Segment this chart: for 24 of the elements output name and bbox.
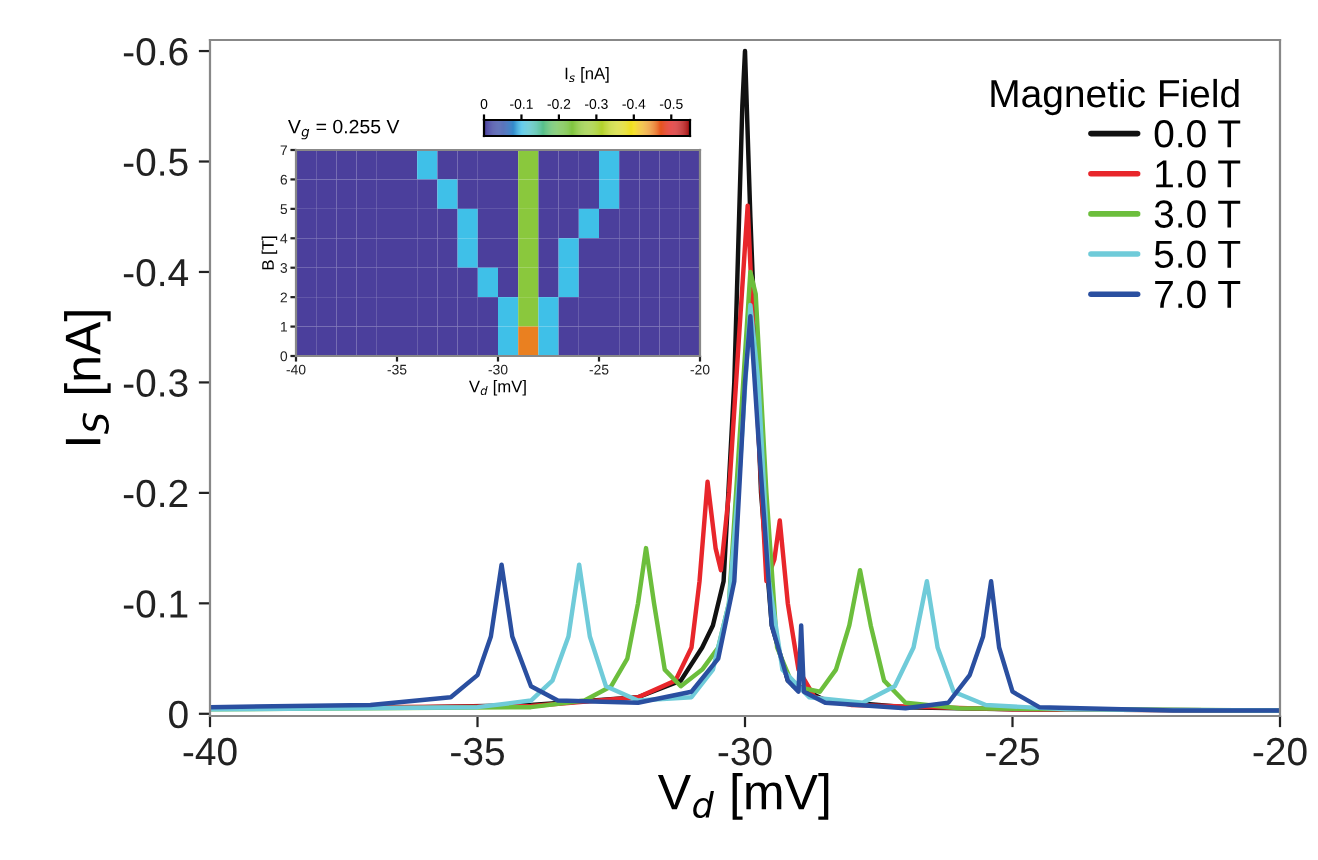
legend-label: 0.0 T bbox=[1154, 120, 1241, 148]
legend-label: 5.0 T bbox=[1154, 240, 1241, 269]
y-tick-label: -0.1 bbox=[123, 590, 188, 618]
x-tick-label: -25 bbox=[986, 737, 1039, 766]
color-bar-title: I$_{s}$ [nA] bbox=[565, 67, 609, 83]
y-tick-label: 0 bbox=[169, 700, 188, 729]
chart-title: V$_{g}$ = 0.255 V bbox=[288, 119, 400, 140]
y-tick-label: -0.2 bbox=[123, 479, 188, 508]
x-axis-title: V$_{d}$ [mV] bbox=[468, 380, 526, 396]
legend-label: 7.0 T bbox=[1155, 280, 1241, 309]
y-axis-title: I$_{S}$ [nA] bbox=[64, 311, 111, 444]
y-axis-title: B [T] bbox=[261, 236, 278, 270]
legend-label: 1.0 T bbox=[1156, 160, 1241, 188]
y-tick-label: -0.5 bbox=[123, 148, 188, 176]
x-tick-label: -20 bbox=[1253, 737, 1307, 766]
x-tick-label: -40 bbox=[183, 737, 237, 766]
legend-label: 3.0 T bbox=[1154, 200, 1241, 228]
x-tick-label: -35 bbox=[451, 737, 504, 766]
y-tick-label: -0.4 bbox=[123, 258, 189, 287]
x-axis-title: V$_{d}$ [mV] bbox=[657, 773, 829, 820]
y-tick-label: -0.6 bbox=[123, 37, 188, 66]
x-tick-label: -30 bbox=[718, 737, 772, 766]
y-tick-label: -0.3 bbox=[123, 369, 188, 397]
legend-title: Magnetic Field bbox=[991, 78, 1239, 116]
